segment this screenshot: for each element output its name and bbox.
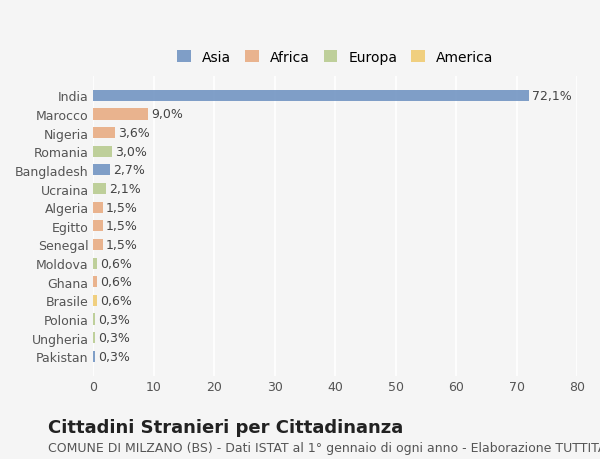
Bar	[94, 165, 110, 176]
Text: 3,6%: 3,6%	[118, 127, 150, 140]
Bar	[94, 184, 106, 195]
Bar	[94, 314, 95, 325]
Bar	[94, 90, 529, 102]
Text: 0,6%: 0,6%	[100, 257, 132, 270]
Bar	[94, 295, 97, 306]
Bar	[94, 351, 95, 362]
Bar	[94, 128, 115, 139]
Text: 0,3%: 0,3%	[98, 313, 130, 326]
Text: 2,7%: 2,7%	[113, 164, 145, 177]
Text: Cittadini Stranieri per Cittadinanza: Cittadini Stranieri per Cittadinanza	[48, 418, 403, 436]
Bar	[94, 202, 103, 213]
Bar	[94, 239, 103, 251]
Bar	[94, 332, 95, 343]
Text: 0,6%: 0,6%	[100, 276, 132, 289]
Bar	[94, 221, 103, 232]
Bar	[94, 146, 112, 157]
Bar	[94, 109, 148, 120]
Text: 9,0%: 9,0%	[151, 108, 183, 121]
Text: 1,5%: 1,5%	[106, 238, 137, 252]
Text: COMUNE DI MILZANO (BS) - Dati ISTAT al 1° gennaio di ogni anno - Elaborazione TU: COMUNE DI MILZANO (BS) - Dati ISTAT al 1…	[48, 441, 600, 453]
Text: 0,3%: 0,3%	[98, 350, 130, 363]
Text: 2,1%: 2,1%	[109, 183, 141, 196]
Text: 72,1%: 72,1%	[532, 90, 572, 102]
Text: 1,5%: 1,5%	[106, 220, 137, 233]
Bar	[94, 258, 97, 269]
Text: 3,0%: 3,0%	[115, 146, 146, 158]
Text: 0,3%: 0,3%	[98, 331, 130, 344]
Bar	[94, 277, 97, 288]
Text: 1,5%: 1,5%	[106, 201, 137, 214]
Text: 0,6%: 0,6%	[100, 294, 132, 307]
Legend: Asia, Africa, Europa, America: Asia, Africa, Europa, America	[171, 45, 499, 70]
